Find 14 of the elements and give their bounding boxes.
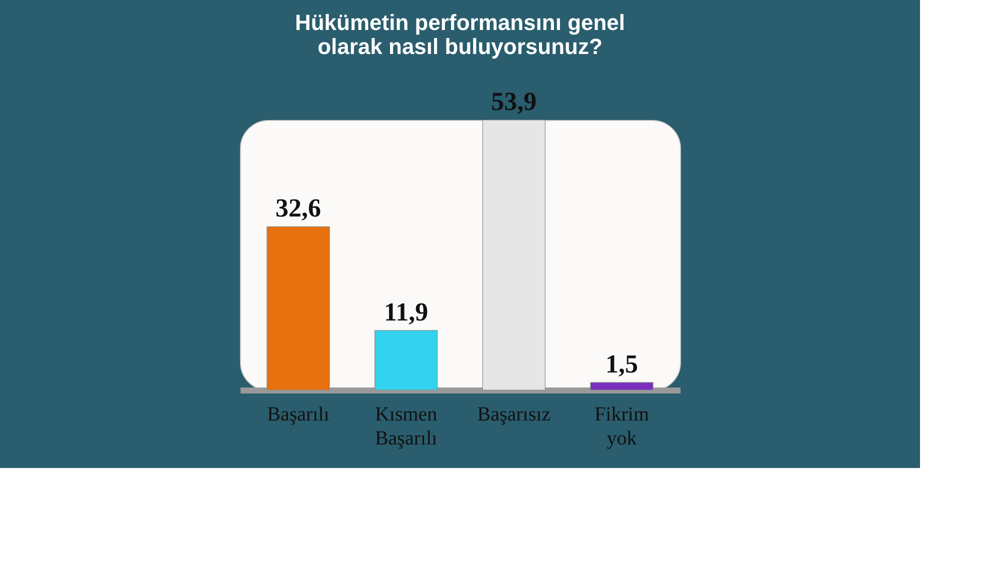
bar bbox=[266, 226, 330, 390]
data-label: 1,5 bbox=[606, 349, 638, 378]
x-tick-label: Fikrim yok bbox=[594, 404, 650, 450]
x-tick-label: Başarılı bbox=[267, 404, 330, 426]
data-label: 53,9 bbox=[491, 87, 537, 116]
x-tick-label: Başarısız bbox=[477, 404, 551, 426]
bar bbox=[374, 330, 438, 390]
bar bbox=[590, 382, 654, 390]
data-label: 11,9 bbox=[384, 297, 428, 326]
text: olarak nasıl buluyorsunuz? bbox=[318, 34, 602, 59]
x-tick-label: Kısmen Başarılı bbox=[374, 404, 438, 450]
text: Hükümetin performansını genel bbox=[294, 10, 626, 35]
bar bbox=[482, 120, 546, 390]
data-label: 32,6 bbox=[275, 194, 321, 223]
